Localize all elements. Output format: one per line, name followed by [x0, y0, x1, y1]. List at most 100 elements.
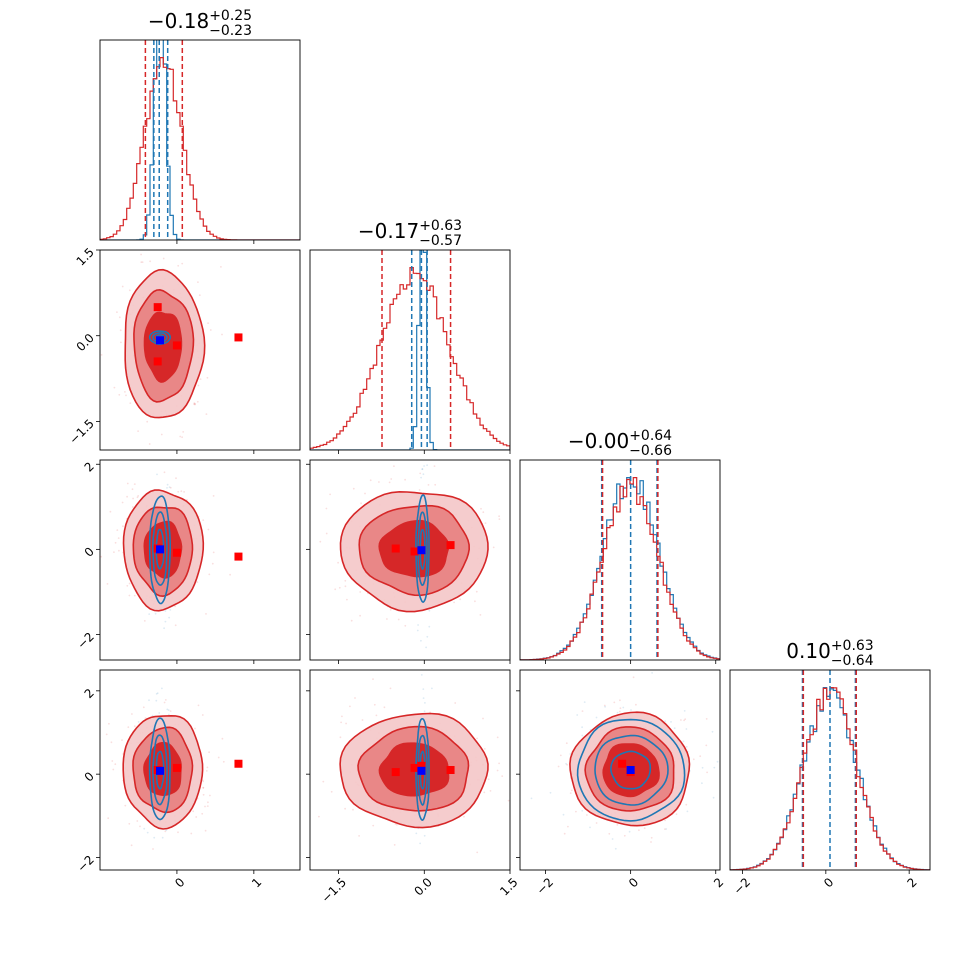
red-sample-point [339, 736, 342, 739]
red-sample-point [193, 403, 196, 406]
blue-sample-point [651, 672, 653, 674]
blue-sample-point [716, 760, 719, 763]
red-marker [410, 763, 419, 772]
red-sample-point [498, 518, 501, 520]
red-sample-point [322, 780, 325, 783]
blue-sample-point [428, 609, 431, 612]
y-tick-label: 0 [82, 769, 97, 784]
red-sample-point [211, 562, 214, 565]
panel-content [310, 250, 510, 450]
red-sample-point [699, 755, 702, 758]
red-sample-point [196, 581, 199, 583]
red-sample-point [128, 594, 131, 597]
panel-title: −0.18+0.25 −0.23 [148, 8, 252, 39]
red-sample-point [684, 718, 687, 721]
red-sample-point [352, 808, 354, 811]
blue-sample-point [673, 727, 676, 730]
panel-frame [309, 249, 511, 451]
blue-sample-point [166, 483, 169, 486]
blue-sample-point [419, 842, 421, 845]
red-sample-point [575, 810, 577, 813]
blue-contour-level-2 [610, 750, 652, 790]
red-sample-point [169, 710, 172, 712]
blue-sample-point [423, 465, 425, 467]
red-sample-point [117, 537, 120, 539]
red-sample-point [641, 877, 643, 879]
red-sample-point [205, 413, 208, 415]
panel-content [304, 674, 519, 854]
red-sample-point [137, 430, 140, 432]
y-tick-label: 0 [82, 544, 97, 559]
red-sample-point [206, 376, 209, 379]
red-sample-point [404, 478, 406, 481]
red-sample-point [204, 805, 206, 808]
red-sample-point [330, 790, 333, 793]
red-sample-point [205, 613, 207, 615]
blue-sample-point [604, 705, 606, 708]
red-sample-point [675, 813, 678, 816]
y-tick-label: −2 [75, 630, 97, 652]
red-sample-point [372, 678, 374, 680]
red-sample-point [209, 794, 211, 797]
red-marker [234, 759, 243, 768]
blue-sample-point [670, 721, 672, 723]
red-sample-point [434, 483, 437, 486]
x-tick-label: 1.5 [497, 875, 520, 898]
red-sample-point [396, 823, 398, 826]
blue-sample-point [701, 782, 703, 785]
panel-0-0: −0.18+0.25 −0.23 [99, 8, 301, 244]
red-sample-point [559, 754, 562, 757]
red-sample-point [201, 714, 204, 716]
red-sample-point [196, 400, 199, 403]
blue-contour-level-0 [576, 718, 686, 822]
red-sample-point [498, 762, 500, 765]
panels-layer: −0.18+0.25 −0.23 −1.5 0.0 1.5 −0.17+0.63 −0.57… [66, 8, 931, 906]
red-sample-point [114, 541, 117, 544]
red-sample-point [175, 477, 177, 480]
red-sample-point [144, 717, 147, 719]
red-sample-point [569, 792, 572, 794]
red-sample-point [131, 488, 134, 491]
red-sample-point [177, 264, 180, 267]
blue-contour-level-1 [152, 734, 168, 806]
panel-2-0: −2 0 2 [75, 459, 301, 664]
red-sample-point [352, 487, 355, 490]
y-tick-label: 0.0 [74, 331, 97, 354]
x-tick-label: −2 [731, 875, 753, 897]
red-sample-point [174, 624, 177, 627]
red-sample-point [517, 768, 519, 770]
y-tick-label: −2 [75, 853, 97, 875]
blue-contour-level-1 [594, 734, 669, 806]
red-sample-point [619, 707, 622, 710]
red-sample-point [479, 614, 482, 616]
red-sample-point [202, 793, 205, 796]
blue-sample-point [581, 734, 584, 737]
red-sample-point [304, 729, 306, 731]
blue-sample-point [562, 813, 565, 816]
red-sample-point [108, 722, 110, 725]
red-marker [618, 759, 627, 768]
red-sample-point [643, 827, 646, 830]
x-tick-label: 0 [172, 875, 187, 890]
blue-sample-point [630, 709, 632, 711]
red-sample-point [220, 266, 222, 268]
red-sample-point [202, 519, 205, 521]
blue-sample-point [426, 464, 428, 467]
blue-sample-point [428, 625, 431, 628]
red-sample-point [193, 402, 196, 405]
red-sample-point [164, 830, 167, 833]
blue-sample-point [685, 728, 688, 730]
red-sample-point [221, 333, 223, 336]
blue-sample-point [158, 712, 161, 714]
blue-sample-point [420, 674, 423, 676]
blue-sample-point [420, 639, 422, 642]
red-sample-point [418, 489, 421, 491]
red-sample-point [105, 733, 108, 736]
red-sample-point [197, 704, 200, 707]
red-sample-point [483, 791, 486, 794]
red-marker [153, 357, 162, 366]
red-sample-point [128, 582, 131, 585]
blue-sample-point [155, 693, 158, 695]
blue-marker [626, 766, 635, 774]
blue-marker [156, 336, 164, 345]
